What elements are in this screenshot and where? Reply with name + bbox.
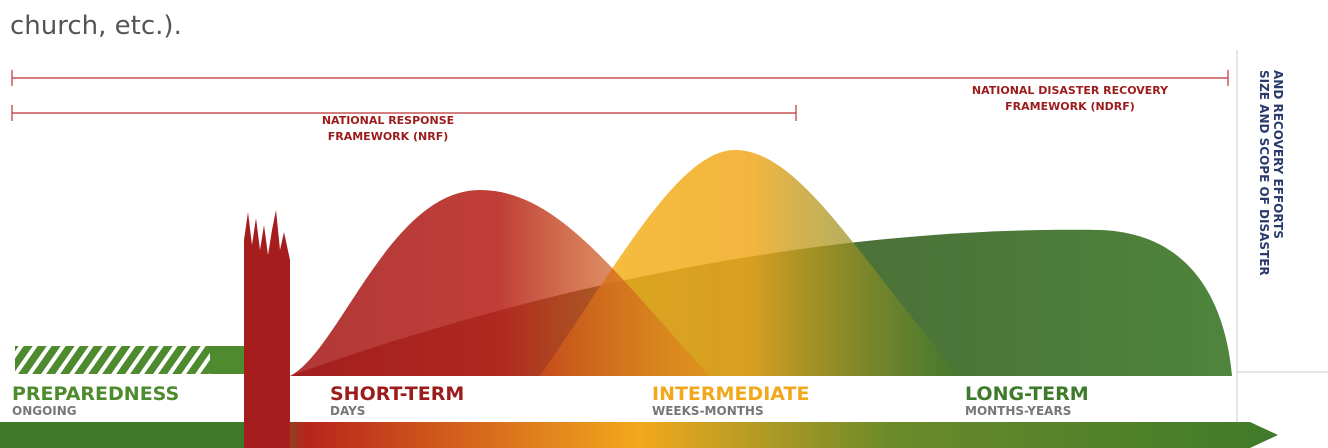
phase-name: PREPAREDNESS: [12, 383, 179, 405]
ndrf-label: NATIONAL DISASTER RECOVERY: [972, 84, 1169, 97]
phase-period: WEEKS-MONTHS: [652, 404, 764, 418]
axis-label: AND RECOVERY EFFORTS: [1271, 70, 1285, 239]
timeline-arrow: [0, 422, 1278, 448]
phase-band: [0, 378, 1232, 420]
framework-lines: [11, 70, 1229, 121]
phase-period: ONGOING: [12, 404, 77, 418]
preparedness-bar: [15, 346, 245, 374]
phase-period: MONTHS-YEARS: [965, 404, 1071, 418]
phase-name: INTERMEDIATE: [652, 383, 809, 405]
caption: church, etc.).: [10, 11, 182, 41]
nrf-label: NATIONAL RESPONSE: [322, 114, 454, 127]
ndrf-label: FRAMEWORK (NDRF): [1005, 100, 1135, 113]
nrf-label: FRAMEWORK (NRF): [328, 130, 449, 143]
disaster-spike: [244, 378, 290, 448]
preparedness-bar: [210, 346, 245, 374]
phase-period: DAYS: [330, 404, 365, 418]
phase-name: SHORT-TERM: [330, 383, 464, 405]
axis-label: SIZE AND SCOPE OF DISASTER: [1257, 70, 1271, 276]
phase-name: LONG-TERM: [965, 383, 1089, 405]
short-term-curve: [290, 190, 710, 376]
